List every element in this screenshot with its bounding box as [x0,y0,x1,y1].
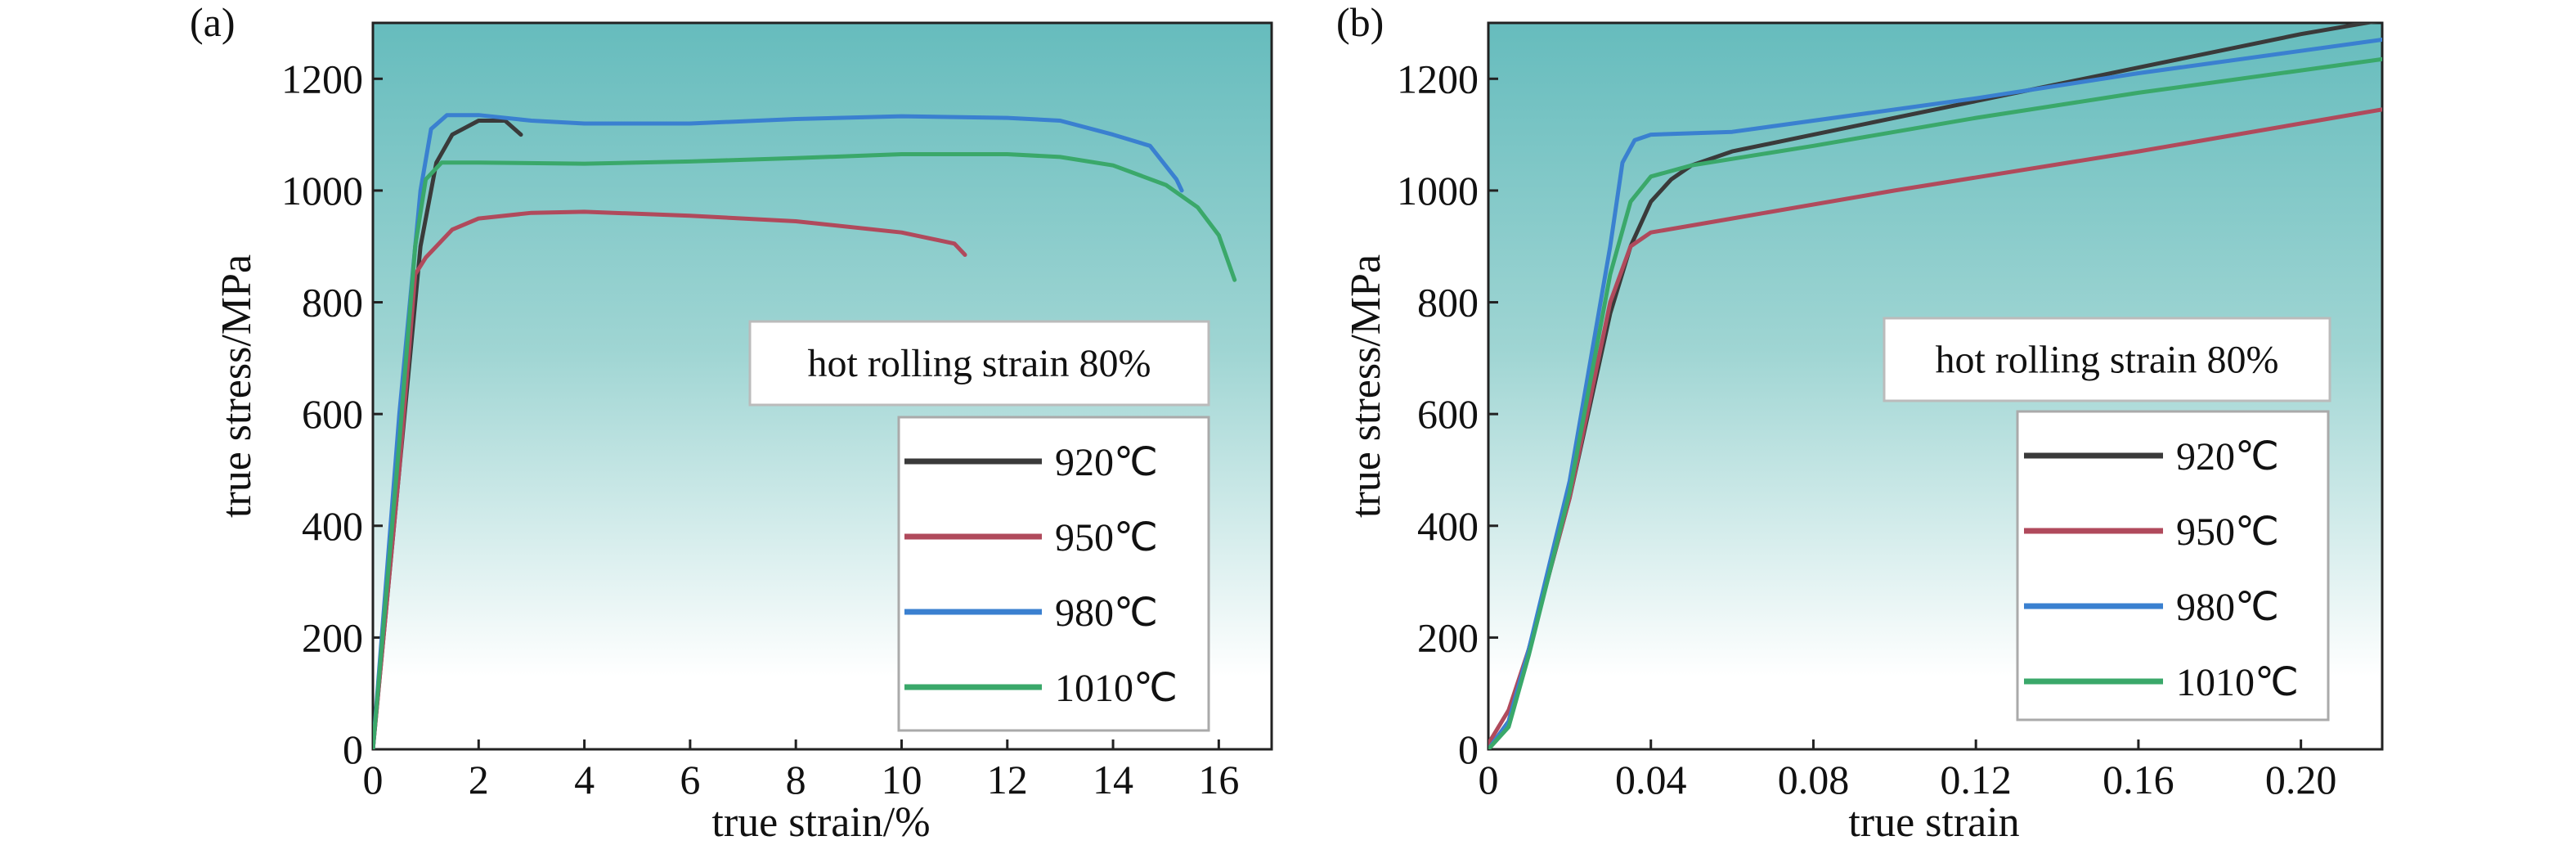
y-tick-label: 800 [302,280,363,326]
x-tick-label: 0 [1479,757,1499,802]
legend-label: 1010℃ [2176,661,2299,704]
legend-label: 980℃ [2176,586,2279,629]
x-tick-label: 0.20 [2265,757,2337,802]
y-tick-label: 0 [343,726,363,772]
y-tick-label: 1000 [281,168,363,213]
x-tick-label: 10 [881,757,922,802]
x-axis-label: true strain [1848,799,2019,845]
y-tick-label: 400 [1417,503,1479,549]
y-axis-label: true stress/MPa [1343,254,1389,518]
legend-label: 950℃ [1055,516,1158,560]
x-tick-label: 0.12 [1940,757,2012,802]
panel-label: (a) [190,0,236,45]
x-tick-label: 0 [363,757,384,802]
series-line-1010c [373,152,1237,749]
panel-label: (b) [1336,0,1384,45]
y-tick-label: 400 [302,503,363,549]
annotation-box [1883,317,2331,402]
x-tick-label: 0.08 [1778,757,1850,802]
panel-b: (b) 0 200 400 600 800 1000 1200 0 0.04 0.08 0.12 0.1… [1336,0,2384,845]
y-tick-label: 0 [1458,726,1479,772]
annotation-text: hot rolling strain 80% [808,342,1151,385]
y-axis-label: true stress/MPa [213,254,260,518]
legend-box [2016,410,2330,721]
x-tick-label: 16 [1198,757,1239,802]
y-tick-label: 800 [1417,280,1479,326]
annotation-box [748,320,1210,407]
legend-label: 980℃ [1055,591,1158,635]
x-tick-label: 8 [786,757,806,802]
y-tick-label: 1200 [1397,56,1479,101]
x-tick-label: 4 [574,757,595,802]
x-tick-label: 0.16 [2103,757,2174,802]
x-tick-label: 6 [680,757,700,802]
series-line-980c [373,113,1184,749]
y-tick-label: 200 [302,614,363,660]
legend-label: 1010℃ [1055,667,1178,710]
legend-box [897,416,1210,732]
legend-label: 920℃ [2176,435,2279,479]
x-tick-label: 14 [1093,757,1133,802]
y-tick-label: 600 [302,391,363,437]
y-tick-label: 600 [1417,391,1479,437]
y-tick-label: 1200 [281,56,363,101]
panel-a: (a) 0 200 400 600 800 1000 1200 0 2 4 6 8 10 12 14 16 tru… [190,0,1273,845]
series-line-1010c [1488,56,2382,749]
x-tick-label: 0.04 [1615,757,1687,802]
y-tick-label: 1000 [1397,168,1479,213]
x-tick-label: 12 [987,757,1028,802]
x-axis-label: true strain/% [711,799,930,845]
legend-label: 920℃ [1055,441,1158,484]
series-line-950c [373,209,967,749]
y-tick-label: 200 [1417,614,1479,660]
legend-label: 950℃ [2176,510,2279,554]
annotation-text: hot rolling strain 80% [1936,339,2279,382]
x-tick-label: 2 [469,757,489,802]
